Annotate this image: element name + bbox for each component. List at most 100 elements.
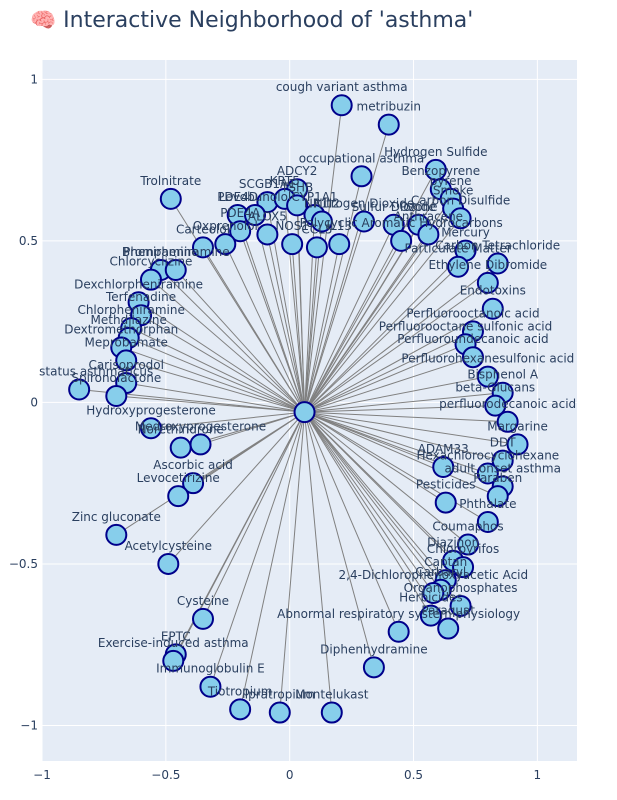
node[interactable] xyxy=(164,258,187,281)
edge xyxy=(304,405,496,413)
x-tick-label: −1 xyxy=(33,768,51,782)
node[interactable] xyxy=(387,620,410,643)
edge xyxy=(304,250,466,413)
node[interactable] xyxy=(169,436,192,459)
node[interactable] xyxy=(139,417,162,440)
node-label: Abnormal respiratory system physiology xyxy=(277,607,520,621)
node[interactable] xyxy=(229,220,252,243)
edge xyxy=(254,214,306,413)
node[interactable] xyxy=(352,210,375,233)
node[interactable] xyxy=(362,656,385,679)
y-tick-label: 0.5 xyxy=(19,234,38,248)
edge xyxy=(304,411,503,487)
node[interactable] xyxy=(105,523,128,546)
node[interactable] xyxy=(189,433,212,456)
node[interactable] xyxy=(496,410,519,433)
edge xyxy=(304,411,503,462)
node[interactable] xyxy=(320,701,343,724)
node[interactable] xyxy=(305,236,328,259)
node[interactable] xyxy=(419,604,442,627)
node[interactable] xyxy=(491,449,514,472)
node-label: Sulfur Dioxide xyxy=(352,200,436,214)
edge xyxy=(304,411,518,445)
edge xyxy=(167,411,305,565)
node[interactable] xyxy=(244,204,267,227)
node[interactable] xyxy=(229,698,252,721)
node-label: Smoke xyxy=(433,184,474,198)
edge xyxy=(200,411,305,445)
node[interactable] xyxy=(449,207,472,230)
node[interactable] xyxy=(452,556,475,579)
edge xyxy=(304,221,365,413)
node[interactable] xyxy=(286,194,309,217)
edge xyxy=(304,240,402,413)
edge xyxy=(150,411,305,429)
node[interactable] xyxy=(191,607,214,630)
node[interactable] xyxy=(506,433,529,456)
node[interactable] xyxy=(422,582,445,605)
node-label: Ozone xyxy=(399,200,437,214)
node[interactable] xyxy=(476,462,499,485)
node-label: Spironolactone xyxy=(71,371,161,385)
node[interactable] xyxy=(162,649,185,672)
edge xyxy=(304,176,362,413)
node[interactable] xyxy=(377,113,400,136)
node[interactable] xyxy=(328,233,351,256)
node[interactable] xyxy=(115,349,138,372)
node[interactable] xyxy=(447,255,470,278)
node[interactable] xyxy=(330,94,353,117)
node-label: Paraben xyxy=(473,471,522,485)
node[interactable] xyxy=(461,346,484,369)
node-label: Perfluorohexanesulfonic acid xyxy=(401,352,574,366)
node-label: KRT5 xyxy=(270,174,300,188)
node-label: beta-Glucans xyxy=(455,381,535,395)
node[interactable] xyxy=(268,701,291,724)
node[interactable] xyxy=(434,491,457,514)
node-label: Carbaryl xyxy=(415,565,466,579)
node[interactable] xyxy=(191,236,214,259)
node-label: cough variant asthma xyxy=(276,80,408,94)
node[interactable] xyxy=(417,223,440,246)
node[interactable] xyxy=(437,617,460,640)
node[interactable] xyxy=(457,533,480,556)
page-title: 🧠 Interactive Neighborhood of 'asthma' xyxy=(30,8,473,33)
node-label: pyrene xyxy=(430,174,472,188)
node[interactable] xyxy=(432,456,455,479)
edge xyxy=(202,247,305,413)
node[interactable] xyxy=(157,552,180,575)
node[interactable] xyxy=(199,675,222,698)
node[interactable] xyxy=(484,394,507,417)
node[interactable] xyxy=(256,223,279,246)
node[interactable] xyxy=(182,472,205,495)
node[interactable] xyxy=(476,510,499,533)
node[interactable] xyxy=(281,233,304,256)
node[interactable] xyxy=(476,271,499,294)
node[interactable] xyxy=(486,252,509,275)
node-label: Montelukast xyxy=(295,688,369,702)
edge xyxy=(304,224,395,413)
node[interactable] xyxy=(310,210,333,233)
node[interactable] xyxy=(159,187,182,210)
node[interactable] xyxy=(449,594,472,617)
node-label: CYP1A1 xyxy=(291,190,337,204)
edge xyxy=(202,411,305,620)
node[interactable] xyxy=(139,268,162,291)
nodes xyxy=(68,94,529,724)
node[interactable] xyxy=(486,485,509,508)
node[interactable] xyxy=(390,229,413,252)
edge xyxy=(126,382,305,413)
edge xyxy=(291,244,306,413)
center-node[interactable] xyxy=(293,401,316,424)
node[interactable] xyxy=(350,165,373,188)
node-label: Norethindrone xyxy=(138,423,224,437)
node-label: DDT xyxy=(490,436,516,450)
edge xyxy=(304,282,489,413)
node[interactable] xyxy=(68,378,91,401)
node-label: Pheniramine xyxy=(123,245,198,259)
node[interactable] xyxy=(105,384,128,407)
node[interactable] xyxy=(481,297,504,320)
node-label: EPTC xyxy=(161,629,191,643)
node[interactable] xyxy=(476,365,499,388)
node[interactable] xyxy=(167,485,190,508)
node[interactable] xyxy=(214,233,237,256)
